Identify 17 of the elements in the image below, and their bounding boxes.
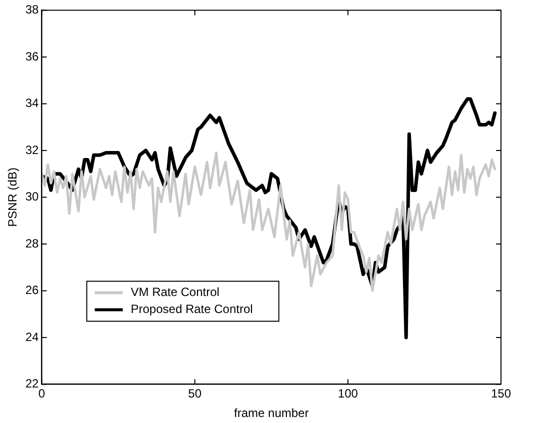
y-tick-label: 38 — [25, 2, 40, 17]
y-tick-label: 30 — [25, 190, 40, 204]
x-tick-label: 0 — [38, 386, 46, 401]
y-tick-label: 26 — [25, 283, 40, 298]
y-axis-title: PSNR (dB) — [6, 168, 20, 227]
y-tick-label: 22 — [25, 376, 40, 391]
y-tick-label: 32 — [25, 142, 40, 157]
x-tick-label: 150 — [490, 386, 512, 401]
y-tick-label: 28 — [25, 236, 40, 250]
y-tick-label: 34 — [25, 96, 40, 110]
y-tick-label: 24 — [25, 330, 40, 344]
legend-label: VM Rate Control — [130, 285, 220, 300]
x-tick-label: 100 — [338, 386, 358, 401]
y-tick-label: 36 — [25, 49, 40, 64]
x-tick-label: 50 — [188, 386, 202, 401]
x-axis-title: frame number — [234, 406, 309, 420]
legend-label: Proposed Rate Control — [130, 302, 253, 316]
